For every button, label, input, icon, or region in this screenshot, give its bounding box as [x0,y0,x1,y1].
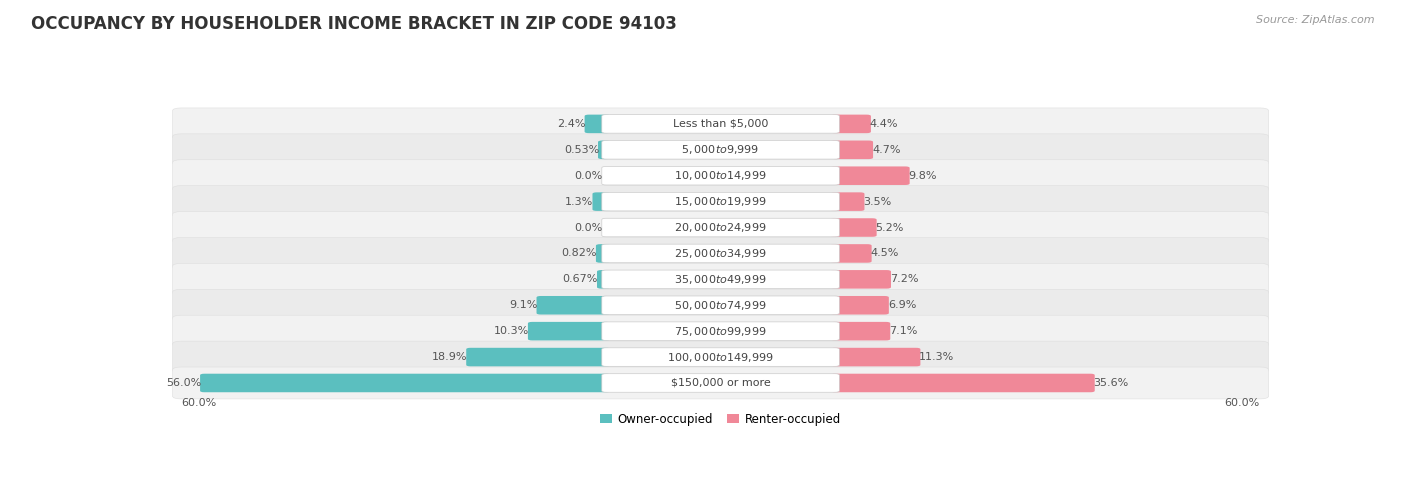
Text: 0.0%: 0.0% [575,223,603,232]
FancyBboxPatch shape [173,341,1268,373]
Text: 1.3%: 1.3% [565,197,593,206]
Text: 5.2%: 5.2% [876,223,904,232]
FancyBboxPatch shape [173,238,1268,269]
Text: 10.3%: 10.3% [494,326,529,336]
Text: $75,000 to $99,999: $75,000 to $99,999 [675,325,766,337]
FancyBboxPatch shape [602,322,839,340]
FancyBboxPatch shape [831,114,870,133]
Text: 0.0%: 0.0% [575,171,603,181]
FancyBboxPatch shape [173,211,1268,244]
FancyBboxPatch shape [602,374,839,392]
Text: 2.4%: 2.4% [557,119,586,129]
Text: 9.8%: 9.8% [908,171,936,181]
Text: $35,000 to $49,999: $35,000 to $49,999 [675,273,766,286]
Text: 60.0%: 60.0% [181,398,217,408]
FancyBboxPatch shape [537,296,610,315]
FancyBboxPatch shape [527,322,610,340]
FancyBboxPatch shape [173,315,1268,347]
Text: 4.4%: 4.4% [870,119,898,129]
FancyBboxPatch shape [831,296,889,315]
FancyBboxPatch shape [831,218,877,237]
Text: 60.0%: 60.0% [1225,398,1260,408]
FancyBboxPatch shape [831,167,910,185]
FancyBboxPatch shape [173,134,1268,166]
Text: $150,000 or more: $150,000 or more [671,378,770,388]
Text: 7.2%: 7.2% [890,274,918,284]
FancyBboxPatch shape [602,141,839,159]
Text: $5,000 to $9,999: $5,000 to $9,999 [682,143,759,156]
Text: 18.9%: 18.9% [432,352,467,362]
FancyBboxPatch shape [200,374,610,392]
FancyBboxPatch shape [602,348,839,366]
FancyBboxPatch shape [467,348,610,366]
Text: $100,000 to $149,999: $100,000 to $149,999 [668,351,773,364]
FancyBboxPatch shape [173,263,1268,295]
FancyBboxPatch shape [173,367,1268,399]
Text: 4.5%: 4.5% [870,248,898,259]
FancyBboxPatch shape [173,160,1268,192]
Text: 11.3%: 11.3% [920,352,955,362]
FancyBboxPatch shape [596,244,610,262]
Text: 0.53%: 0.53% [564,145,599,155]
FancyBboxPatch shape [602,296,839,315]
FancyBboxPatch shape [831,192,865,211]
FancyBboxPatch shape [831,348,921,366]
FancyBboxPatch shape [173,186,1268,218]
Text: $25,000 to $34,999: $25,000 to $34,999 [675,247,766,260]
FancyBboxPatch shape [602,192,839,211]
FancyBboxPatch shape [173,108,1268,140]
Text: 56.0%: 56.0% [166,378,201,388]
Text: $50,000 to $74,999: $50,000 to $74,999 [675,299,766,312]
FancyBboxPatch shape [602,218,839,237]
FancyBboxPatch shape [602,244,839,262]
Text: 0.82%: 0.82% [561,248,598,259]
Legend: Owner-occupied, Renter-occupied: Owner-occupied, Renter-occupied [600,412,841,426]
Text: OCCUPANCY BY HOUSEHOLDER INCOME BRACKET IN ZIP CODE 94103: OCCUPANCY BY HOUSEHOLDER INCOME BRACKET … [31,15,676,33]
Text: Less than $5,000: Less than $5,000 [673,119,768,129]
FancyBboxPatch shape [585,114,610,133]
Text: 7.1%: 7.1% [889,326,918,336]
FancyBboxPatch shape [831,244,872,262]
Text: 9.1%: 9.1% [509,300,537,310]
FancyBboxPatch shape [602,167,839,185]
FancyBboxPatch shape [831,374,1095,392]
Text: 4.7%: 4.7% [872,145,900,155]
FancyBboxPatch shape [831,322,890,340]
Text: 35.6%: 35.6% [1094,378,1129,388]
FancyBboxPatch shape [598,141,610,159]
FancyBboxPatch shape [598,270,610,289]
FancyBboxPatch shape [592,192,610,211]
Text: $10,000 to $14,999: $10,000 to $14,999 [675,169,766,182]
FancyBboxPatch shape [173,289,1268,321]
FancyBboxPatch shape [831,141,873,159]
FancyBboxPatch shape [602,114,839,133]
Text: Source: ZipAtlas.com: Source: ZipAtlas.com [1257,15,1375,25]
Text: 3.5%: 3.5% [863,197,891,206]
Text: 6.9%: 6.9% [887,300,917,310]
FancyBboxPatch shape [602,270,839,289]
Text: $20,000 to $24,999: $20,000 to $24,999 [675,221,766,234]
FancyBboxPatch shape [831,270,891,289]
Text: 0.67%: 0.67% [562,274,598,284]
Text: $15,000 to $19,999: $15,000 to $19,999 [675,195,766,208]
